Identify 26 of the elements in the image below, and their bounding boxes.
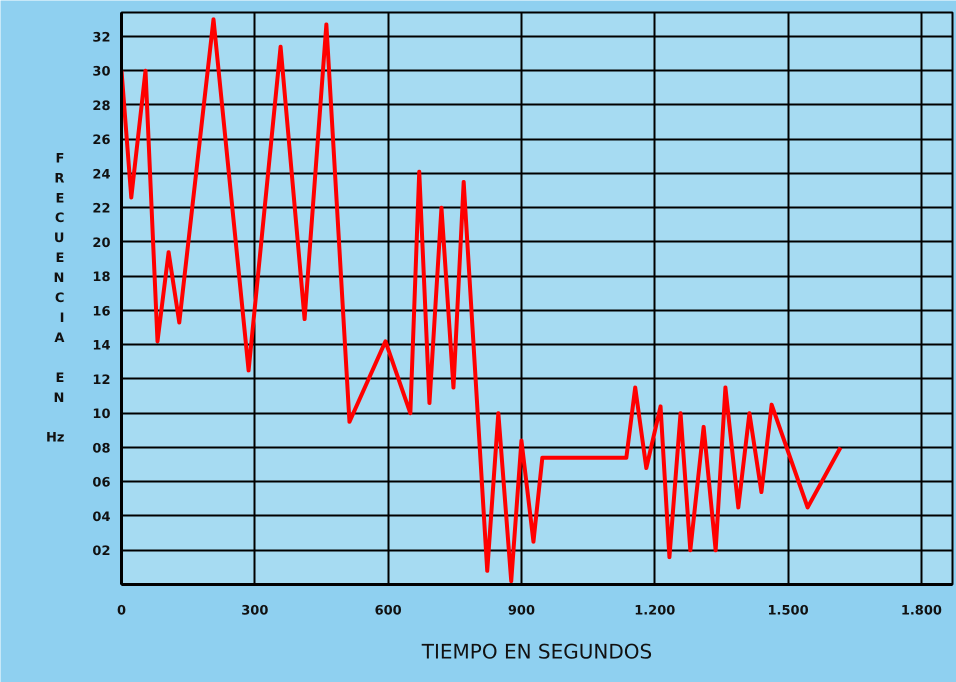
y-tick-label: 30 [92,64,111,80]
y-tick-label: 22 [92,202,111,217]
y-tick-label: 08 [92,441,111,456]
y-tick-label: 12 [92,372,111,388]
y-tick-label: 28 [92,98,111,114]
line-series [122,17,843,584]
y-tick-label: 04 [92,510,111,525]
y-tick-label: 20 [92,236,111,251]
y-tick-label: 14 [92,338,111,354]
x-tick-label: 300 [241,604,268,618]
text: FRECUENCIA EN Hz [46,151,64,446]
y-tick-label: 18 [92,270,111,286]
y-tick-label: 26 [92,133,111,148]
x-tick-label: 1.800 [900,604,942,618]
y-tick-label: 10 [92,407,111,422]
x-tick-label: 900 [508,604,536,618]
y-tick-label: 06 [92,476,111,491]
x-tick-label: 1.200 [634,604,676,618]
y-tick-label: 24 [92,167,111,182]
y-tick-label: 32 [92,30,111,46]
x-tick-label: 600 [374,604,402,618]
x-tick-label: 1.500 [768,604,809,618]
y-tick-label: 02 [92,544,111,560]
y-tick-label: 16 [92,304,111,320]
x-tick-label: 0 [116,604,126,618]
x-axis-title: TIEMPO EN SEGUNDOS [420,640,652,664]
